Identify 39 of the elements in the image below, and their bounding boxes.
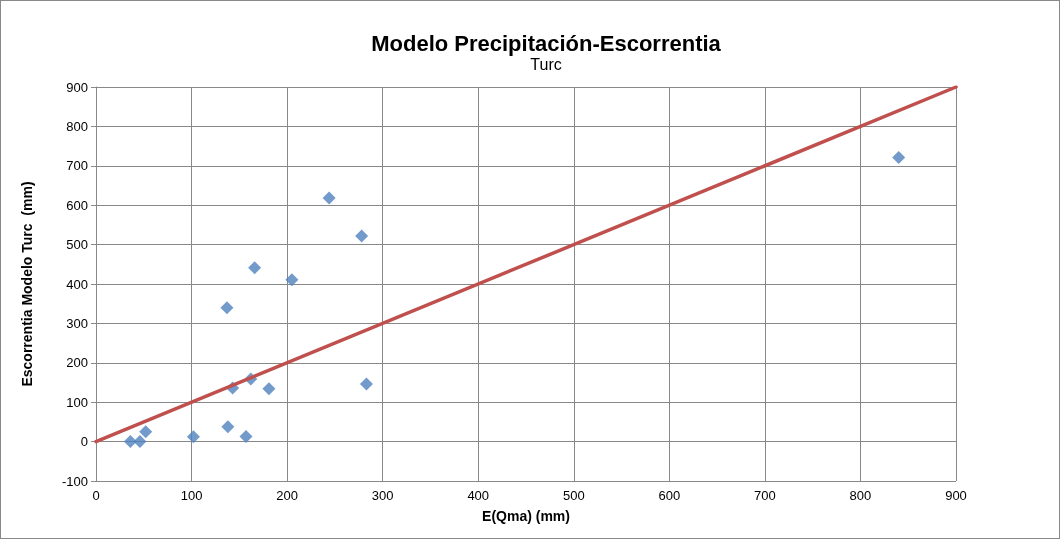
y-tick-label: 700: [66, 158, 88, 174]
point: [221, 420, 235, 434]
point: [285, 273, 299, 287]
x-tick-label: 300: [371, 488, 394, 503]
point: [248, 261, 262, 275]
point: [123, 435, 137, 449]
point: [139, 425, 153, 439]
point: [892, 151, 906, 165]
y-tick-label: 500: [66, 237, 88, 253]
x-tick-label: 0: [92, 488, 100, 503]
x-axis-title: E(Qma) (mm): [482, 508, 570, 524]
x-tick-label: 600: [658, 488, 681, 503]
y-tick-label: 100: [66, 394, 88, 410]
y-tick-label: 0: [80, 434, 88, 450]
y-tick-label: 900: [66, 79, 88, 95]
y-tick-label: 200: [66, 355, 88, 371]
x-tick-label: 900: [945, 488, 967, 503]
x-tick-label: 700: [754, 488, 776, 503]
point: [239, 429, 253, 443]
point: [355, 229, 369, 243]
y-tick-label: 800: [66, 118, 88, 134]
y-axis-title: Escorrentia Modelo Turc (mm): [19, 181, 35, 387]
point: [359, 377, 373, 391]
point: [133, 435, 147, 449]
y-tick-label: 600: [66, 197, 88, 213]
point: [220, 301, 234, 315]
x-tick-label: 400: [467, 488, 490, 503]
x-tick-label: 100: [180, 488, 203, 503]
y-tick-label: 300: [66, 315, 88, 331]
chart-subtitle: Turc: [530, 55, 562, 73]
point: [322, 191, 336, 205]
point: [186, 430, 200, 444]
chart-title: Modelo Precipitación-Escorrentia: [371, 30, 722, 56]
x-tick-label: 500: [562, 488, 585, 503]
y-tick-label: 400: [66, 276, 88, 292]
point: [262, 382, 276, 396]
y-tick-label: -100: [61, 473, 88, 489]
x-tick-label: 200: [276, 488, 298, 503]
x-tick-label: 800: [849, 488, 872, 503]
